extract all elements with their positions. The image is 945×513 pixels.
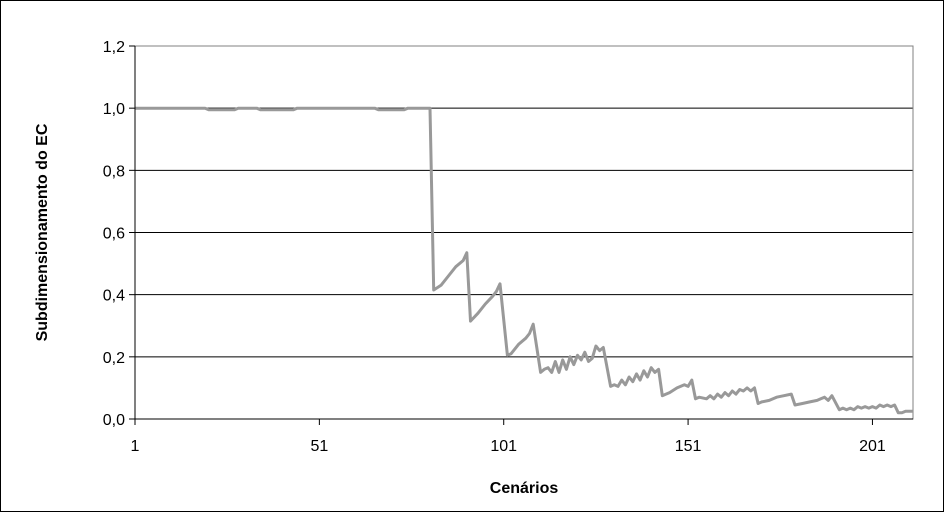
y-tick-label: 0,4: [103, 288, 125, 305]
x-tick-label: 51: [310, 438, 328, 455]
x-axis-ticks: 1 51 101 151 201: [131, 418, 913, 455]
y-tick-label: 0,2: [103, 350, 125, 367]
y-tick-label: 0,0: [103, 412, 125, 429]
grid-lines: [135, 107, 913, 358]
x-tick-label: 101: [490, 438, 517, 455]
series-line: [135, 106, 913, 415]
y-axis-ticks: 0,0 0,2 0,4 0,6 0,8 1,0 1,2: [103, 39, 136, 429]
x-tick-label: 201: [859, 438, 886, 455]
y-tick-label: 1,2: [103, 39, 125, 56]
y-axis-title: Subdimensionamento do EC: [34, 123, 51, 341]
series-layer: [135, 106, 913, 415]
x-axis-title: Cenários: [490, 480, 559, 497]
y-tick-label: 1,0: [103, 101, 125, 118]
x-tick-label: 1: [131, 438, 140, 455]
y-tick-label: 0,8: [103, 163, 125, 180]
x-tick-label: 151: [675, 438, 702, 455]
y-tick-label: 0,6: [103, 226, 125, 243]
